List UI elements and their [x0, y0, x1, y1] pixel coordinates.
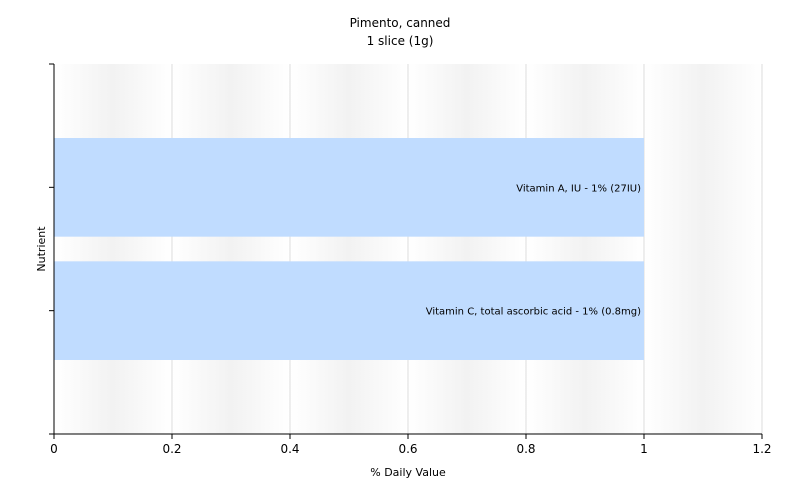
x-tick-label: 1 [640, 442, 648, 456]
grid-lines [171, 64, 763, 434]
plot-band [644, 64, 762, 434]
ticks: 0 0.2 0.4 0.6 0.8 1 1.2 [49, 63, 772, 456]
bar-label: Vitamin A, IU - 1% (27IU) [516, 183, 641, 194]
plot-band [526, 64, 644, 434]
x-tick-label: 0 [50, 442, 58, 456]
plot-band [408, 64, 526, 434]
plot-band [54, 64, 172, 434]
bar [54, 261, 644, 360]
plot-band [172, 64, 290, 434]
x-tick-label: 0.2 [162, 442, 181, 456]
bar-label: Vitamin C, total ascorbic acid - 1% (0.8… [426, 307, 641, 318]
plot-band [290, 64, 408, 434]
x-tick-label: 0.8 [516, 442, 535, 456]
x-tick-label: 1.2 [752, 442, 771, 456]
y-axis-label: Nutrient [35, 226, 48, 272]
x-axis-label: % Daily Value [370, 466, 446, 479]
x-tick-label: 0.4 [280, 442, 299, 456]
chart-subtitle: 1 slice (1g) [367, 34, 434, 48]
bars: Vitamin A, IU - 1% (27IU) Vitamin C, tota… [54, 138, 644, 360]
x-tick-label: 0.6 [398, 442, 417, 456]
bar [54, 138, 644, 237]
chart-title: Pimento, canned [350, 16, 451, 30]
plot-background [54, 64, 762, 434]
